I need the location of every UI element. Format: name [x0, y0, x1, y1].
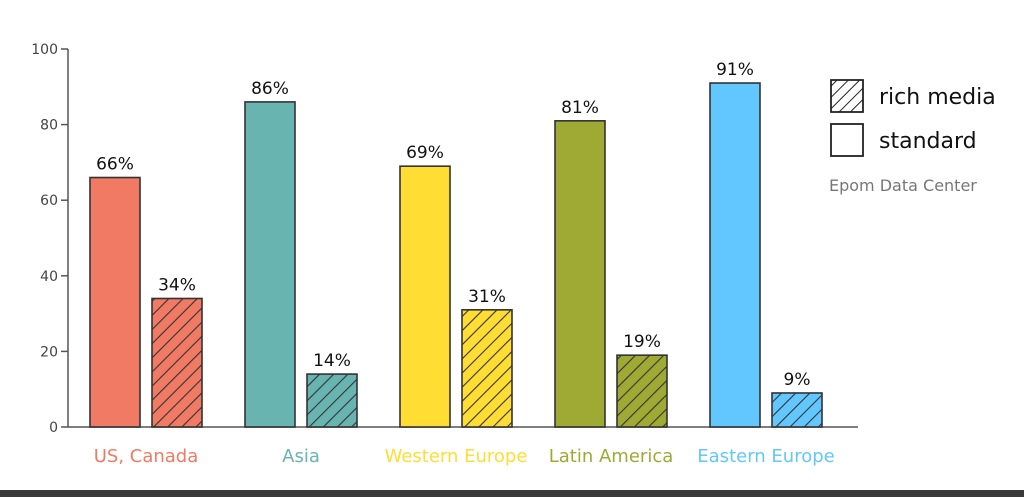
- bar-rich-media: [461, 309, 513, 428]
- category-label: US, Canada: [94, 446, 199, 467]
- data-label: 34%: [158, 275, 196, 295]
- labels: 66% 34% US, Canada 86% 14% Asia 69% 31% Western …: [94, 60, 835, 467]
- bottom-border: [0, 490, 1024, 497]
- legend-label: standard: [879, 129, 977, 154]
- legend-swatch: [830, 79, 864, 113]
- bar-rich-media: [771, 392, 823, 428]
- data-label: 19%: [623, 332, 661, 352]
- data-label: 9%: [784, 370, 811, 390]
- bar-standard: [244, 101, 296, 428]
- data-label: 81%: [561, 98, 599, 118]
- y-tick-label: 60: [40, 193, 58, 209]
- data-label: 66%: [96, 155, 134, 175]
- category-label: Western Europe: [385, 446, 528, 467]
- legend: rich media standard Epom Data Center: [829, 79, 996, 195]
- bar-standard: [89, 176, 141, 428]
- bar-rich-media: [151, 297, 203, 428]
- data-label: 91%: [716, 60, 754, 80]
- category-label: Asia: [282, 446, 320, 467]
- y-tick-label: 80: [40, 118, 58, 134]
- bar-standard: [709, 82, 761, 428]
- legend-label: rich media: [879, 85, 996, 110]
- y-tick-label: 40: [40, 269, 58, 285]
- data-label: 86%: [251, 79, 289, 99]
- y-tick-label: 20: [40, 344, 58, 360]
- data-label: 69%: [406, 143, 444, 163]
- category-label: Eastern Europe: [697, 446, 834, 467]
- category-label: Latin America: [549, 446, 674, 467]
- bars: [89, 82, 823, 428]
- bar-rich-media: [306, 373, 358, 428]
- legend-swatch: [830, 123, 864, 157]
- source-label: Epom Data Center: [829, 176, 977, 195]
- y-tick-label: 0: [49, 420, 58, 436]
- bar-standard: [554, 120, 606, 428]
- data-label: 14%: [313, 351, 351, 371]
- bar-rich-media: [616, 354, 668, 428]
- y-tick-label: 100: [31, 42, 58, 58]
- data-label: 31%: [468, 287, 506, 307]
- bar-standard: [399, 165, 451, 428]
